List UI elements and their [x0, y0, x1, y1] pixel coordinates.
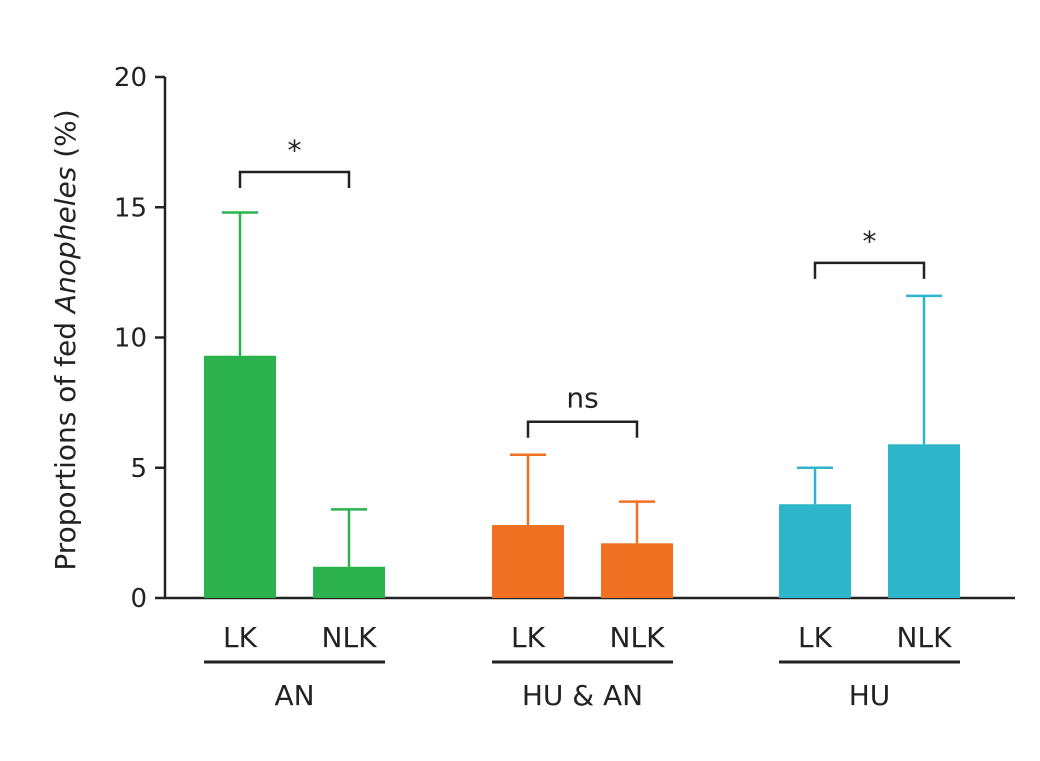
bar-hu-an-lk: [492, 525, 564, 598]
bar-hu-an-nlk: [601, 543, 673, 598]
y-tick-label: 20: [114, 63, 147, 93]
x-tick-label: NLK: [897, 621, 953, 654]
significance-label: *: [863, 225, 877, 258]
bar-hu-lk: [779, 504, 851, 598]
x-tick-label: LK: [798, 621, 833, 654]
significance-label: *: [288, 134, 302, 167]
y-axis-label: Proportions of fed Anopheles (%): [49, 109, 82, 570]
group-label: HU: [849, 679, 891, 712]
bar-hu-nlk: [888, 444, 960, 598]
x-tick-label: NLK: [610, 621, 666, 654]
x-tick-label: LK: [511, 621, 546, 654]
y-tick-label: 10: [114, 324, 147, 354]
significance-bracket: [526, 420, 639, 438]
y-tick-label: 15: [114, 193, 147, 223]
group-label: AN: [274, 679, 314, 712]
significance-label: ns: [566, 382, 598, 415]
bar-an-lk: [204, 355, 276, 598]
y-tick-label: 0: [130, 584, 147, 614]
x-tick-label: NLK: [322, 621, 378, 654]
x-tick-label: LK: [223, 621, 258, 654]
axes: 0 5 10 15 20: [114, 63, 1015, 614]
y-tick-label: 5: [130, 454, 147, 484]
significance-bracket: [813, 261, 926, 279]
bar-an-nlk: [313, 566, 385, 598]
group-label: HU & AN: [522, 679, 643, 712]
significance-bracket: [238, 170, 351, 188]
